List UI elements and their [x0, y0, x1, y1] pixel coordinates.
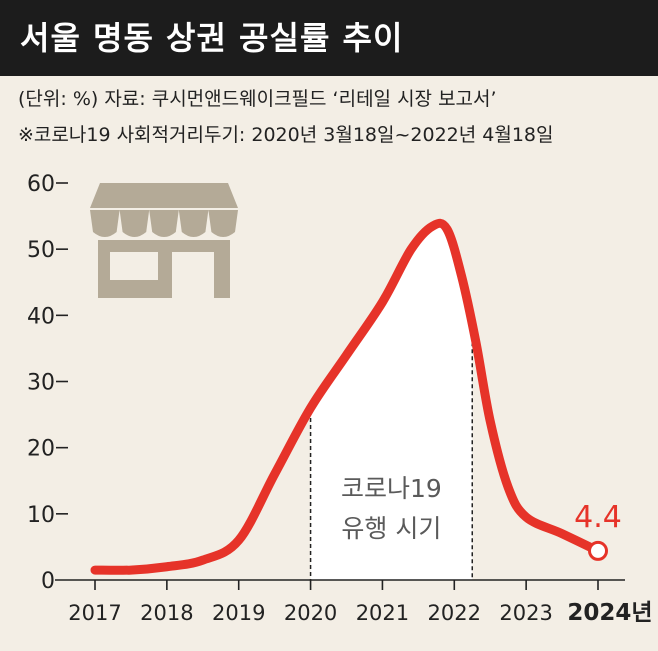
- covid-period-area: [310, 223, 473, 580]
- title-bar: 서울 명동 상권 공실률 추이: [0, 0, 658, 76]
- series-line: [90, 218, 603, 575]
- source-note: (단위: %) 자료: 쿠시먼앤드웨이크필드 ‘리테일 시장 보고서’: [18, 88, 497, 110]
- last-point-marker: [588, 540, 608, 561]
- y-tick-label: 10: [27, 503, 55, 528]
- store-icon-awning-scallop: [208, 210, 238, 237]
- store-icon-awning-scallop: [90, 210, 120, 237]
- x-tick-label: 2017: [68, 601, 121, 625]
- store-icon-awning-scallop: [119, 210, 150, 237]
- covid-label-line2: 유행 시기: [341, 514, 441, 543]
- last-value-label: 4.4: [574, 500, 622, 535]
- y-tick-label: 0: [41, 569, 55, 594]
- y-tick-label: 60: [27, 172, 55, 197]
- y-tick-label: 30: [27, 371, 55, 396]
- chart-title: 서울 명동 상권 공실률 추이: [20, 19, 404, 57]
- x-tick-label: 2024년: [567, 600, 652, 626]
- store-icon-awning-scallop: [178, 210, 209, 237]
- x-tick-label: 2020: [284, 601, 337, 625]
- store-icon-body: [98, 240, 230, 298]
- store-icon-awning-scallop: [149, 210, 179, 237]
- x-tick-label: 2021: [356, 601, 409, 625]
- x-tick-label: 2018: [140, 601, 193, 625]
- store-icon-awning-top: [90, 183, 238, 208]
- store-icon: [90, 183, 238, 298]
- y-tick-label: 40: [27, 304, 55, 329]
- y-tick-label: 50: [27, 238, 55, 263]
- x-tick-label: 2023: [499, 601, 552, 625]
- x-tick-label: 2022: [428, 601, 481, 625]
- covid-period-note: ※코로나19 사회적거리두기: 2020년 3월18일~2022년 4월18일: [18, 124, 554, 146]
- x-tick-label: 2019: [212, 601, 265, 625]
- covid-label-line1: 코로나19: [341, 474, 442, 503]
- y-tick-label: 20: [27, 437, 55, 462]
